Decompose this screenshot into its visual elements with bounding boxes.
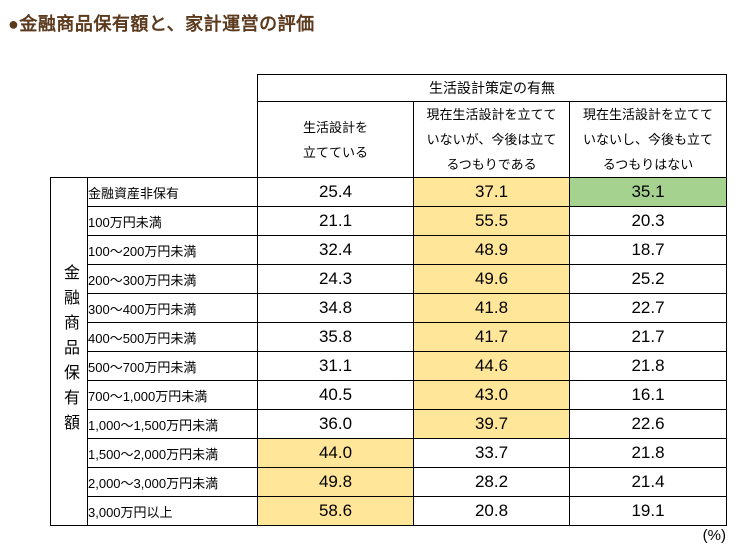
row-label: 500～700万円未満	[87, 351, 258, 381]
table-row: 200～300万円未満 24.3 49.6 25.2	[51, 264, 728, 294]
row-axis-label: 金融商品保有額	[50, 177, 88, 526]
row-label: 400～500万円未満	[87, 322, 258, 352]
column-group-header: 生活設計策定の有無	[256, 74, 728, 102]
value-cell: 18.7	[568, 235, 728, 265]
row-label: 300～400万円未満	[87, 293, 258, 323]
row-label: 1,500～2,000万円未満	[87, 438, 258, 468]
value-cell: 25.4	[257, 177, 414, 207]
table-row: 700～1,000万円未満 40.5 43.0 16.1	[51, 380, 728, 410]
value-cell: 44.0	[257, 438, 414, 468]
value-cell: 49.8	[257, 467, 414, 497]
value-cell: 41.7	[413, 322, 570, 352]
table-row: 金融商品保有額 金融資産非保有 25.4 37.1 35.1	[50, 177, 728, 526]
blank-corner	[51, 102, 258, 178]
row-label: 100～200万円未満	[87, 235, 258, 265]
table-row: 400～500万円未満 35.8 41.7 21.7	[51, 322, 728, 352]
table-row: 100万円未満 21.1 55.5 20.3	[51, 206, 728, 236]
value-cell: 21.7	[568, 322, 728, 352]
blank-corner	[51, 75, 258, 102]
table-row: 3,000万円以上 58.6 20.8 19.1	[51, 496, 728, 526]
column-headers-row: 生活設計を 立てている 現在生活設計を立てて いないが、今後は立て るつもりであ…	[51, 101, 728, 178]
table-row: 2,000～3,000万円未満 49.8 28.2 21.4	[51, 467, 728, 497]
value-cell: 19.1	[568, 496, 728, 526]
value-cell: 21.8	[568, 351, 728, 381]
row-label: 3,000万円以上	[87, 496, 258, 526]
column-header-plan-none: 現在生活設計を立てて いないし、今後も立て るつもりはない	[568, 101, 728, 178]
value-cell: 32.4	[257, 235, 414, 265]
value-cell: 41.8	[413, 293, 570, 323]
value-cell: 24.3	[257, 264, 414, 294]
unit-label: (%)	[702, 527, 726, 544]
table-row: 500～700万円未満 31.1 44.6 21.8	[51, 351, 728, 381]
value-cell: 22.6	[568, 409, 728, 439]
value-cell: 35.1	[568, 177, 728, 207]
value-cell: 16.1	[568, 380, 728, 410]
value-cell: 34.8	[257, 293, 414, 323]
row-label: 700～1,000万円未満	[87, 380, 258, 410]
row-label: 100万円未満	[87, 206, 258, 236]
column-header-plan-future: 現在生活設計を立てて いないが、今後は立て るつもりである	[413, 101, 570, 178]
row-label: 1,000～1,500万円未満	[87, 409, 258, 439]
value-cell: 31.1	[257, 351, 414, 381]
value-cell: 21.4	[568, 467, 728, 497]
table-row: 100～200万円未満 32.4 48.9 18.7	[51, 235, 728, 265]
value-cell: 55.5	[413, 206, 570, 236]
table-row: 300～400万円未満 34.8 41.8 22.7	[51, 293, 728, 323]
value-cell: 35.8	[257, 322, 414, 352]
table-row: 1,000～1,500万円未満 36.0 39.7 22.6	[51, 409, 728, 439]
table-body: 金融商品保有額 金融資産非保有 25.4 37.1 35.1 100万円未満 21.1 55.…	[50, 177, 728, 526]
row-label: 2,000～3,000万円未満	[87, 467, 258, 497]
value-cell: 20.3	[568, 206, 728, 236]
value-cell: 22.7	[568, 293, 728, 323]
column-header-plan-made: 生活設計を 立てている	[257, 101, 414, 178]
value-cell: 33.7	[413, 438, 570, 468]
value-cell: 28.2	[413, 467, 570, 497]
table-row: 1,500～2,000万円未満 44.0 33.7 21.8	[51, 438, 728, 468]
value-cell: 25.2	[568, 264, 728, 294]
value-cell: 36.0	[257, 409, 414, 439]
value-cell: 58.6	[257, 496, 414, 526]
row-label: 200～300万円未満	[87, 264, 258, 294]
value-cell: 20.8	[413, 496, 570, 526]
value-cell: 49.6	[413, 264, 570, 294]
data-table: 生活設計策定の有無 生活設計を 立てている 現在生活設計を立てて いないが、今後…	[50, 74, 728, 526]
row-label: 金融資産非保有	[87, 177, 258, 207]
value-cell: 40.5	[257, 380, 414, 410]
page-title: ●金融商品保有額と、家計運営の評価	[8, 14, 315, 34]
value-cell: 44.6	[413, 351, 570, 381]
value-cell: 21.8	[568, 438, 728, 468]
value-cell: 37.1	[413, 177, 570, 207]
value-cell: 48.9	[413, 235, 570, 265]
value-cell: 39.7	[413, 409, 570, 439]
value-cell: 43.0	[413, 380, 570, 410]
group-header-row: 生活設計策定の有無	[51, 74, 728, 102]
value-cell: 21.1	[257, 206, 414, 236]
